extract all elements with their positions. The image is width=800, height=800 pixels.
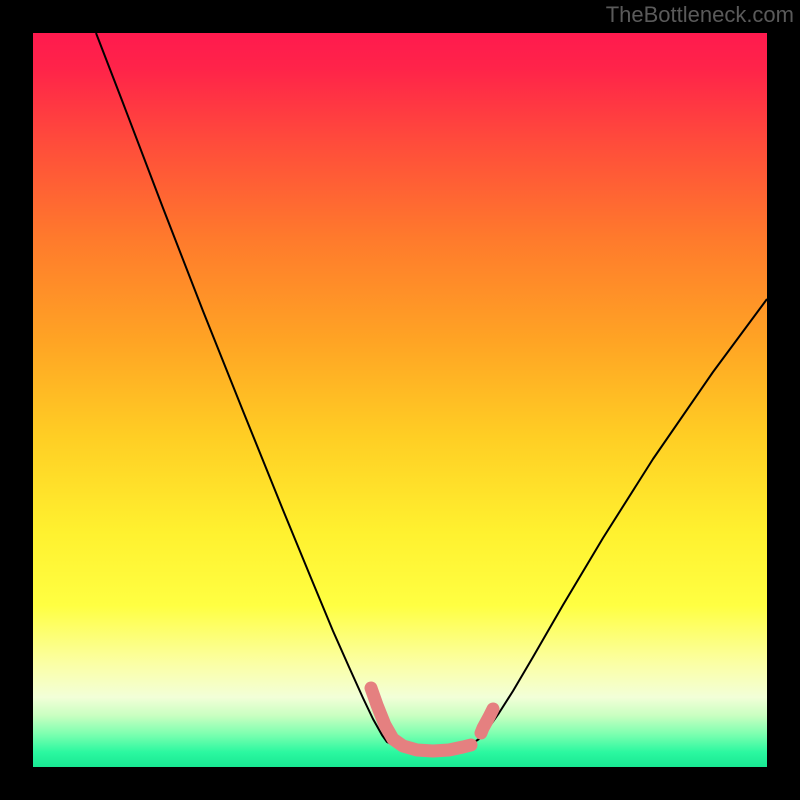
watermark-text: TheBottleneck.com xyxy=(606,2,794,28)
curve-line xyxy=(96,33,767,751)
curve-layer xyxy=(33,33,767,767)
plot-area xyxy=(33,33,767,767)
chart-frame: TheBottleneck.com xyxy=(0,0,800,800)
marker-segment xyxy=(481,709,493,733)
marker-overlay xyxy=(371,688,493,751)
